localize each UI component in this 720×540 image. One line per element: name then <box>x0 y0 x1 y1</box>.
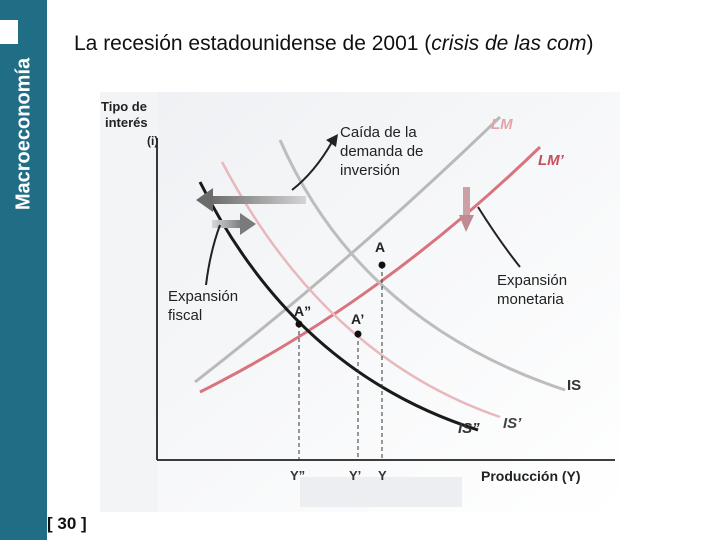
monetary-expansion-label-2: monetaria <box>497 291 564 308</box>
is-prime-label: IS’ <box>503 415 522 432</box>
investment-drop-label-1: Caída de la <box>340 124 417 141</box>
fiscal-shift-arrow-body <box>212 220 242 228</box>
sidebar-title-text: Macroeconomía <box>12 57 34 211</box>
investment-drop-pointer <box>291 141 333 191</box>
y-axis-label-1: Tipo de <box>101 99 147 114</box>
is-label: IS <box>567 377 581 394</box>
lm-label: LM <box>491 116 513 133</box>
sidebar-notch <box>0 20 18 44</box>
investment-drop-pointer-head <box>326 134 338 147</box>
slide-title: La recesión estadounidense de 2001 (cris… <box>74 32 593 56</box>
fiscal-expansion-label-2: fiscal <box>168 307 202 324</box>
slide-title-prefix: La recesión estadounidense de 2001 ( <box>74 32 432 55</box>
fiscal-shift-arrow-head <box>240 213 256 235</box>
lm-prime-curve <box>199 145 542 394</box>
tick-y-prime: Y’ <box>349 468 361 483</box>
point-a-prime <box>354 330 362 338</box>
is-shift-arrow-body <box>210 196 306 204</box>
point-a-double-prime <box>295 320 303 328</box>
point-a <box>378 261 386 269</box>
monetary-expansion-pointer <box>477 206 521 268</box>
is-lm-diagram: Tipo de interés (i) Producción (Y) LM LM… <box>100 92 620 512</box>
is-prime-curve <box>220 161 501 419</box>
fiscal-expansion-pointer <box>205 224 221 286</box>
is-curve <box>278 139 566 392</box>
is-lm-diagram-svg: Tipo de interés (i) Producción (Y) LM LM… <box>100 92 620 512</box>
sidebar-title: Macroeconomía <box>0 0 47 268</box>
slide-title-suffix: ) <box>586 32 594 55</box>
x-axis-label: Producción (Y) <box>481 468 581 484</box>
point-a-double-prime-label: A” <box>294 303 311 319</box>
figure-left-panel <box>100 92 158 512</box>
lm-shift-arrow-body <box>463 187 470 217</box>
sidebar: Macroeconomía <box>0 0 47 540</box>
tick-y: Y <box>378 468 387 483</box>
figure-background <box>100 92 620 512</box>
tick-y-double-prime: Y” <box>290 468 305 483</box>
is-double-prime-curve <box>198 181 479 432</box>
point-a-prime-label: A’ <box>351 311 364 327</box>
lm-curve <box>194 115 502 384</box>
page-number: [ 30 ] <box>47 514 87 533</box>
slide-title-italic: crisis de las com <box>431 32 587 55</box>
y-axis-label-2: interés <box>105 115 148 130</box>
lm-shift-arrow-head <box>459 215 474 232</box>
fiscal-expansion-label-1: Expansión <box>168 288 238 305</box>
lm-prime-label: LM’ <box>538 152 565 169</box>
investment-drop-label-3: inversión <box>340 162 400 179</box>
monetary-expansion-label-1: Expansión <box>497 272 567 289</box>
point-a-label: A <box>375 239 385 255</box>
is-double-prime-label: IS” <box>458 420 480 437</box>
is-shift-arrow-head <box>196 188 213 212</box>
investment-drop-label-2: demanda de <box>340 143 423 160</box>
figure-bottom-band <box>300 477 462 507</box>
y-axis-label-3: (i) <box>147 134 158 148</box>
